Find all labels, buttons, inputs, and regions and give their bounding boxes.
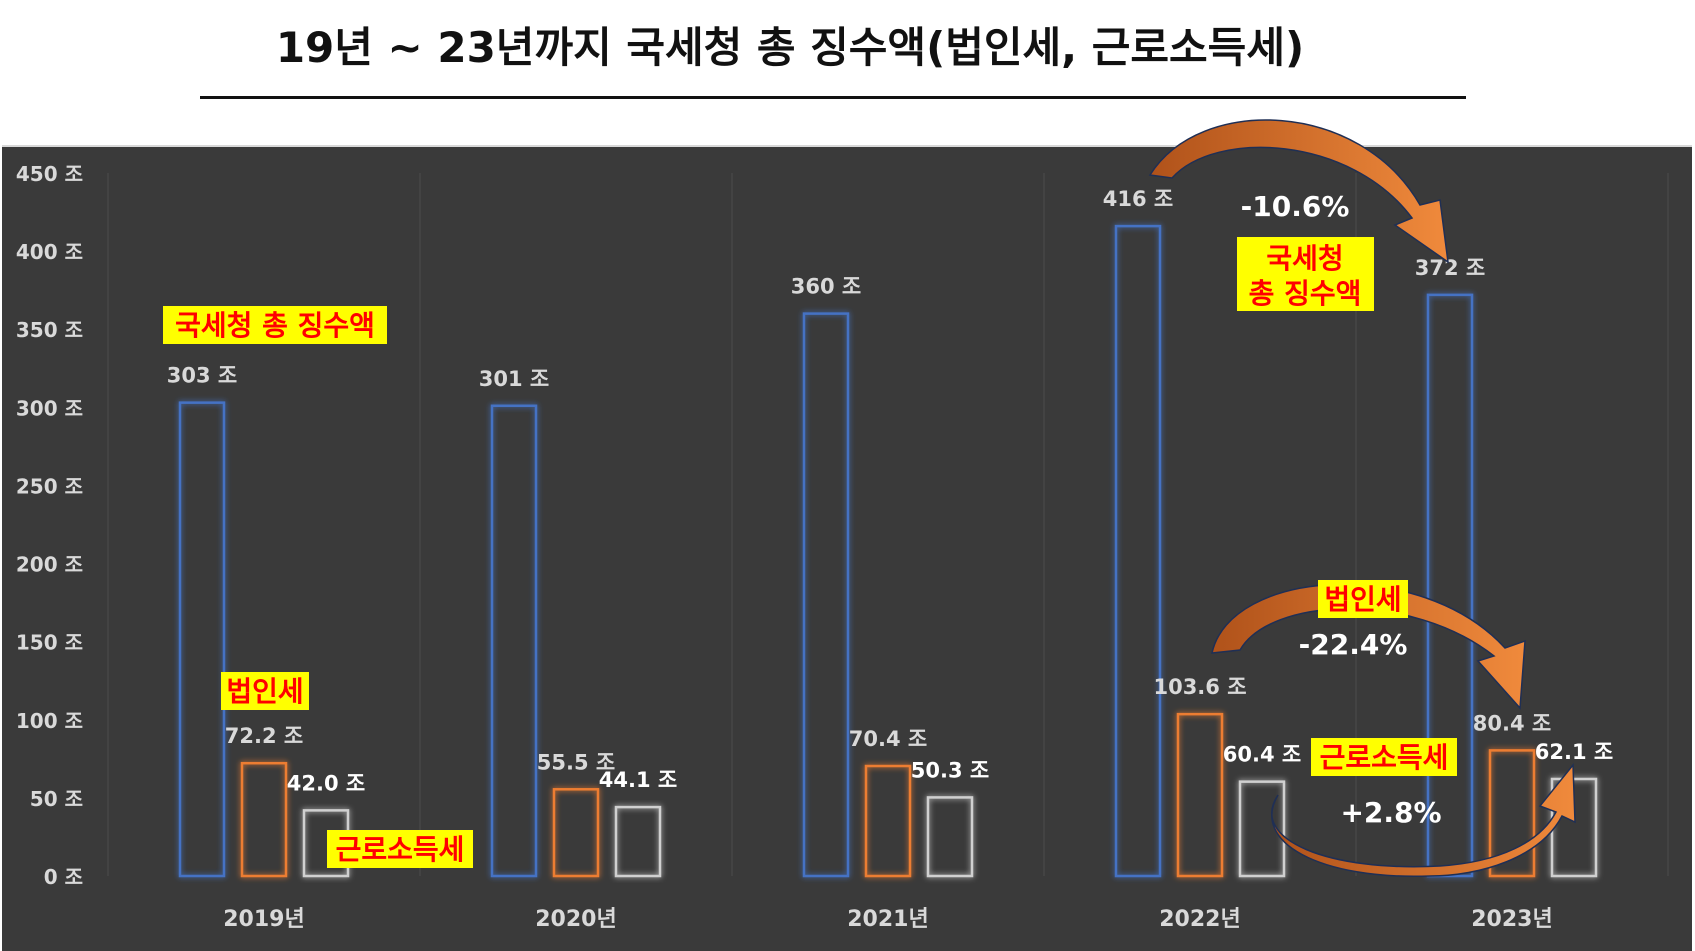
page-title: 19년 ~ 23년까지 국세청 총 징수액(법인세, 근로소득세) xyxy=(275,23,1305,72)
data-label-labor: 44.1 조 xyxy=(599,768,677,792)
data-label-total: 303 조 xyxy=(167,364,237,388)
data-label-total: 301 조 xyxy=(479,367,549,391)
total-label-2019: 국세청 총 징수액 xyxy=(175,309,375,342)
data-label-labor: 50.3 조 xyxy=(911,758,989,782)
y-tick-label: 100 조 xyxy=(16,709,83,733)
bar-corporate xyxy=(240,761,288,878)
labor-change-text: +2.8% xyxy=(1340,796,1441,829)
labor-change-arrow xyxy=(1271,762,1576,878)
data-label-corporate: 103.6 조 xyxy=(1153,675,1246,699)
y-axis: 0 조 50 조 100 조 150 조 200 조 250 조 300 조 350 조 400… xyxy=(16,162,83,889)
x-tick-label: 2021년 xyxy=(847,907,928,932)
bar-corporate xyxy=(1488,749,1536,878)
change-arrows xyxy=(1148,119,1576,878)
total-label-box-2019 xyxy=(163,306,387,344)
bar-total xyxy=(490,404,538,878)
labor-label-2023: 근로소득세 xyxy=(1320,741,1449,774)
data-label-labor: 60.4 조 xyxy=(1223,743,1301,767)
bar-labor xyxy=(614,805,662,878)
bar-labor xyxy=(1238,780,1286,878)
labor-label-2019: 근로소득세 xyxy=(336,833,465,866)
x-tick-label: 2023년 xyxy=(1471,907,1552,932)
x-tick-label: 2020년 xyxy=(535,907,616,932)
y-tick-label: 350 조 xyxy=(16,318,83,342)
data-label-corporate: 72.2 조 xyxy=(225,724,303,748)
bar-total xyxy=(178,401,226,878)
bars xyxy=(178,224,1598,878)
change-percentages: -10.6% -22.4% +2.8% xyxy=(1241,190,1442,829)
total-change-text: -10.6% xyxy=(1241,190,1350,223)
bar-total xyxy=(1426,293,1474,878)
y-tick-label: 450 조 xyxy=(16,162,83,186)
labor-label-box-2023 xyxy=(1311,738,1457,776)
y-tick-label: 50 조 xyxy=(30,787,83,811)
y-tick-label: 150 조 xyxy=(16,631,83,655)
data-label-total: 360 조 xyxy=(791,275,861,299)
total-label-box-2023 xyxy=(1237,237,1374,311)
x-tick-label: 2022년 xyxy=(1159,907,1240,932)
corp-change-arrow xyxy=(1211,583,1526,710)
bar-corporate xyxy=(1176,712,1224,878)
data-label-total: 416 조 xyxy=(1103,187,1173,211)
y-tick-label: 250 조 xyxy=(16,474,83,498)
title-divider xyxy=(200,96,1466,99)
total-label-2023-line1: 국세청 xyxy=(1266,242,1343,275)
bar-total xyxy=(802,312,850,878)
x-axis: 2019년 2020년 2021년 2022년 2023년 xyxy=(223,907,1552,932)
y-tick-label: 200 조 xyxy=(16,553,83,577)
corp-change-text: -22.4% xyxy=(1299,628,1408,661)
bar-corporate xyxy=(552,788,600,878)
y-tick-label: 400 조 xyxy=(16,240,83,264)
corp-label-2019: 법인세 xyxy=(226,675,303,708)
total-label-2023-line2: 총 징수액 xyxy=(1249,277,1362,310)
bar-labor xyxy=(926,796,974,878)
data-label-corporate: 70.4 조 xyxy=(849,727,927,751)
data-label-total: 372 조 xyxy=(1415,256,1485,280)
data-label-labor: 42.0 조 xyxy=(287,771,365,795)
corp-label-box-2019 xyxy=(221,672,309,710)
labor-label-box-2019 xyxy=(327,830,473,868)
total-change-arrow xyxy=(1148,119,1449,264)
data-label-corporate: 55.5 조 xyxy=(537,750,615,774)
corp-label-2023: 법인세 xyxy=(1324,583,1401,616)
y-tick-label: 300 조 xyxy=(16,396,83,420)
bar-total xyxy=(1114,224,1162,878)
y-tick-label: 0 조 xyxy=(44,865,83,889)
value-labels: 303 조 72.2 조 42.0 조 301 조 55.5 조44.1 조 360 조 7… xyxy=(167,187,1613,795)
bar-corporate xyxy=(864,764,912,878)
data-label-corporate: 80.4 조 xyxy=(1473,711,1551,735)
series-highlight-labels: 국세청 총 징수액 법인세 근로소득세 국세청 총 징수액 법인세 근로소득세 xyxy=(163,237,1457,868)
data-label-labor: 62.1 조 xyxy=(1535,740,1613,764)
corp-label-box-2023 xyxy=(1318,580,1408,618)
x-tick-label: 2019년 xyxy=(223,907,304,932)
